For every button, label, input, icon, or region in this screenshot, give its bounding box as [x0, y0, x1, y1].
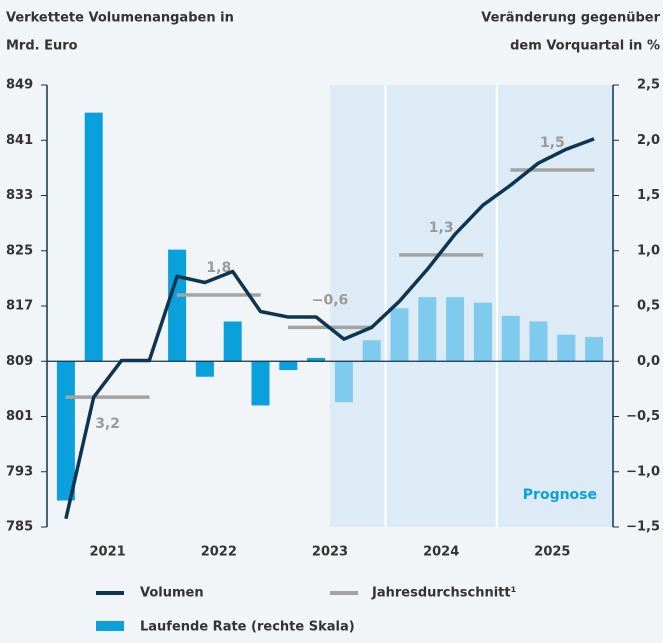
y2-tick-label: 1,5 [637, 188, 660, 203]
legend-label: Jahresdurchschnitt¹ [371, 586, 516, 601]
annual-change-label: 3,2 [95, 416, 120, 432]
y-tick-label: 849 [6, 78, 33, 93]
legend-swatch [96, 621, 124, 631]
y-tick-label: 785 [6, 520, 33, 535]
y-axis-title: Verkettete Volumenangaben in [6, 11, 234, 26]
bar [334, 361, 353, 403]
volume-line [64, 137, 595, 520]
bar [84, 112, 103, 362]
y-tick-label: 825 [6, 243, 33, 258]
y-tick-label: 801 [6, 409, 33, 424]
bar [195, 361, 214, 377]
bar [418, 297, 437, 362]
x-tick-label: 2025 [534, 545, 570, 560]
bar [585, 336, 604, 362]
forecast-label: Prognose [523, 487, 597, 503]
legend-label: Laufende Rate (rechte Skala) [140, 620, 355, 635]
bar [529, 321, 548, 362]
bar [168, 249, 187, 362]
y2-tick-label: −1,5 [626, 520, 660, 535]
bar [390, 308, 409, 362]
bar [307, 357, 326, 362]
annual-change-label: 1,8 [206, 260, 231, 276]
bar [56, 361, 75, 501]
bar [501, 315, 520, 362]
y-tick-label: 817 [6, 299, 33, 314]
y2-axis-title: dem Vorquartal in % [510, 39, 660, 54]
y2-axis-title: Veränderung gegenüber [481, 11, 660, 26]
y2-tick-label: −0,5 [626, 409, 660, 424]
bar [446, 297, 465, 362]
y-axis-title: Mrd. Euro [6, 39, 78, 54]
y2-tick-label: 2,0 [637, 133, 660, 148]
y-tick-label: 809 [6, 354, 33, 369]
y-tick-label: 833 [6, 188, 33, 203]
y2-tick-label: 1,0 [637, 243, 660, 258]
legend-label: Volumen [140, 586, 204, 601]
bar [223, 321, 242, 362]
x-tick-label: 2021 [90, 545, 126, 560]
y2-tick-label: 2,5 [637, 78, 660, 93]
y2-tick-label: 0,5 [637, 299, 660, 314]
y2-tick-label: 0,0 [637, 354, 660, 369]
forecast-area [330, 85, 613, 527]
y-tick-label: 841 [6, 133, 33, 148]
annual-change-label: 1,5 [540, 135, 565, 151]
bar [362, 340, 381, 362]
bar [251, 361, 270, 406]
x-tick-label: 2024 [423, 545, 459, 560]
y2-tick-label: −1,0 [626, 464, 660, 479]
annual-change-label: −0,6 [312, 292, 349, 308]
y-tick-label: 793 [6, 464, 33, 479]
annual-change-label: 1,3 [429, 220, 454, 236]
bar [557, 334, 576, 362]
bar [473, 302, 492, 362]
bar [279, 361, 298, 371]
x-tick-label: 2023 [312, 545, 348, 560]
x-tick-label: 2022 [201, 545, 237, 560]
